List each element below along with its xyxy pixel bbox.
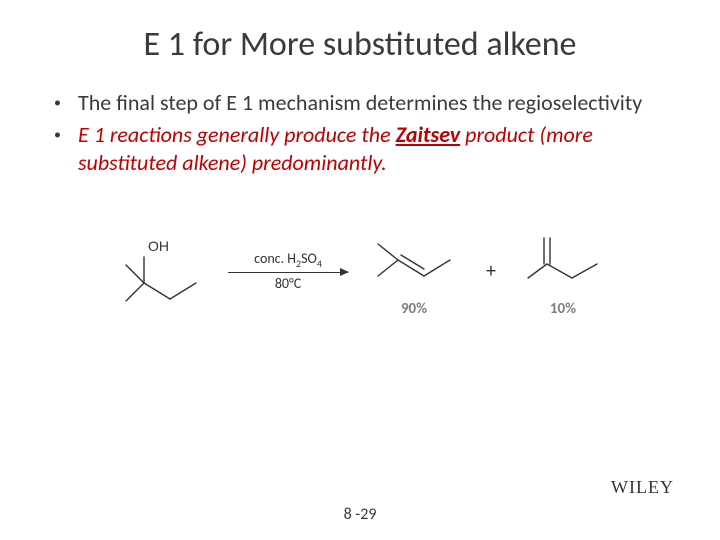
bullet-item: • The final step of E 1 mechanism determ… bbox=[50, 89, 670, 117]
bullet-item: • E 1 reactions generally produce the Za… bbox=[50, 121, 670, 176]
plus-sign: + bbox=[486, 259, 496, 283]
major-percent: 90% bbox=[401, 300, 427, 318]
major-product: 90% bbox=[364, 224, 464, 318]
bullet-text-highlight: E 1 reactions generally produce the Zait… bbox=[78, 121, 670, 176]
reagent-mid: SO bbox=[301, 250, 317, 267]
bullet-text: The final step of E 1 mechanism determin… bbox=[78, 89, 670, 117]
slide-title: E 1 for More substituted alkene bbox=[50, 24, 670, 65]
arrow-line bbox=[228, 272, 348, 273]
bullet-marker: • bbox=[50, 89, 78, 117]
minor-percent: 10% bbox=[550, 300, 576, 318]
zaitsev-term: Zaitsev bbox=[396, 121, 461, 148]
minor-product-svg bbox=[518, 224, 608, 294]
reaction-arrow: conc. H2SO4 80°C bbox=[228, 250, 348, 292]
bullet-list: • The final step of E 1 mechanism determ… bbox=[50, 89, 670, 176]
condition-label: 80°C bbox=[275, 275, 301, 292]
reagent-prefix: conc. H bbox=[254, 250, 296, 267]
reactant-molecule: OH bbox=[112, 231, 212, 311]
slide-number: 8 -29 bbox=[0, 505, 720, 524]
bullet-marker: • bbox=[50, 121, 78, 149]
reagent-label: conc. H2SO4 bbox=[254, 250, 322, 270]
minor-product: 10% bbox=[518, 224, 608, 318]
publisher-logo: WILEY bbox=[611, 477, 674, 498]
bullet-pre: E 1 reactions generally produce the bbox=[78, 121, 396, 148]
reactant-svg: OH bbox=[112, 231, 212, 311]
major-product-svg bbox=[364, 224, 464, 294]
oh-label: OH bbox=[148, 238, 169, 254]
reagent-sub2: 4 bbox=[317, 257, 322, 270]
reaction-diagram: OH conc. H2SO4 80°C bbox=[50, 224, 670, 318]
